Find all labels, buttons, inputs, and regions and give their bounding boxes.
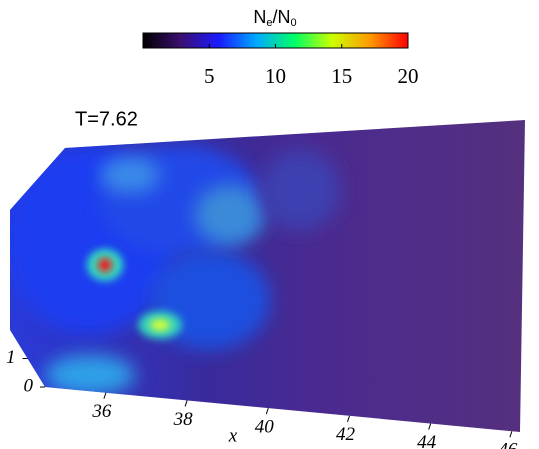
x-tick bbox=[510, 431, 512, 437]
colorbar-title-part: N bbox=[253, 7, 266, 27]
x-tick-label: 38 bbox=[173, 409, 194, 430]
colorbar-title: Ne/N0 bbox=[253, 7, 296, 29]
x-tick bbox=[104, 393, 106, 399]
colorbar-title-part: /N bbox=[273, 7, 291, 27]
x-tick-label: 42 bbox=[336, 424, 356, 445]
colorbar-title-part: 0 bbox=[291, 17, 297, 29]
colorbar-tick-label: 15 bbox=[331, 64, 352, 88]
z-tick-label: 0 bbox=[24, 375, 34, 396]
x-tick-label: 36 bbox=[91, 401, 112, 422]
x-tick-label: 44 bbox=[417, 432, 437, 449]
colorbar-tick-label: 5 bbox=[204, 64, 215, 88]
colorbar-tick-label: 20 bbox=[398, 64, 419, 88]
volume-render bbox=[5, 120, 525, 432]
x-tick bbox=[429, 424, 431, 430]
colorbar-tick-label: 10 bbox=[265, 64, 286, 88]
x-tick bbox=[347, 416, 349, 422]
x-tick-label: 46 bbox=[498, 440, 518, 449]
x-axis-label: x bbox=[228, 425, 238, 446]
z-tick-label: 1 bbox=[6, 347, 16, 368]
x-tick bbox=[266, 408, 268, 414]
x-tick bbox=[185, 400, 187, 406]
x-tick-label: 40 bbox=[255, 417, 275, 438]
annotation: T=7.62 bbox=[75, 108, 138, 130]
chart: Ne/N0 T=7.62 x 510152036384042444601 bbox=[0, 0, 539, 449]
